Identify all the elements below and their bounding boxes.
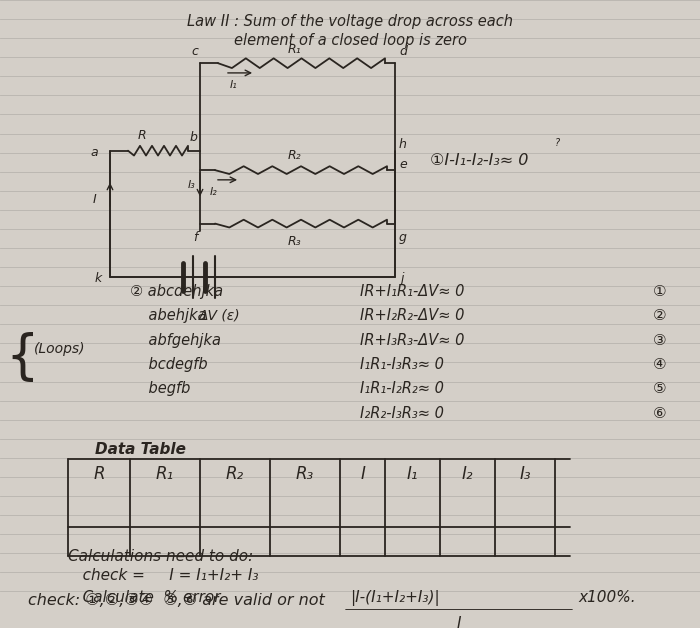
Text: check =     I = I₁+I₂+ I₃: check = I = I₁+I₂+ I₃	[68, 568, 258, 583]
Text: c: c	[191, 45, 198, 58]
Text: I: I	[360, 465, 365, 484]
Text: R₂: R₂	[288, 149, 301, 162]
Text: Calculate  % error: Calculate % error	[68, 590, 220, 605]
Text: ②: ②	[653, 308, 667, 323]
Text: R₁: R₁	[288, 43, 301, 56]
Text: R: R	[93, 465, 105, 484]
Text: I₁R₁-I₂R₂≈ 0: I₁R₁-I₂R₂≈ 0	[360, 381, 444, 396]
Text: bcdegfb: bcdegfb	[130, 357, 208, 372]
Text: I: I	[456, 615, 461, 628]
Text: IR+I₁R₁-ΔV≈ 0: IR+I₁R₁-ΔV≈ 0	[360, 284, 464, 299]
Text: I₃: I₃	[519, 465, 531, 484]
Text: R₁: R₁	[156, 465, 174, 484]
Text: check: ①,②,③④  ⑤,⑥ are valid or not: check: ①,②,③④ ⑤,⑥ are valid or not	[28, 593, 325, 609]
Text: ④: ④	[653, 357, 667, 372]
Text: ①: ①	[653, 284, 667, 299]
Text: ⑤: ⑤	[653, 381, 667, 396]
Text: R₃: R₃	[296, 465, 314, 484]
Text: I₂: I₂	[462, 465, 473, 484]
Text: e: e	[399, 158, 407, 171]
Text: I: I	[92, 193, 96, 206]
Text: element of a closed loop is zero: element of a closed loop is zero	[234, 33, 466, 48]
Text: ①I-I₁-I₂-I₃≈ 0: ①I-I₁-I₂-I₃≈ 0	[430, 153, 528, 168]
Text: I₂: I₂	[210, 187, 218, 197]
Text: Data Table: Data Table	[95, 441, 186, 457]
Text: I₁: I₁	[230, 80, 238, 90]
Text: R: R	[138, 129, 146, 142]
Text: I₁R₁-I₃R₃≈ 0: I₁R₁-I₃R₃≈ 0	[360, 357, 444, 372]
Text: (Loops): (Loops)	[34, 342, 85, 355]
Text: ΔV (ε): ΔV (ε)	[199, 309, 241, 323]
Text: Law II : Sum of the voltage drop across each: Law II : Sum of the voltage drop across …	[187, 14, 513, 29]
Text: k: k	[94, 273, 102, 286]
Text: h: h	[399, 138, 407, 151]
Text: x100%.: x100%.	[578, 590, 636, 605]
Text: IR+I₃R₃-ΔV≈ 0: IR+I₃R₃-ΔV≈ 0	[360, 333, 464, 348]
Text: b: b	[189, 131, 197, 144]
Text: a: a	[90, 146, 98, 159]
Text: ?: ?	[555, 138, 560, 148]
Text: d: d	[399, 45, 407, 58]
Text: {: {	[5, 332, 38, 384]
Text: ⑥: ⑥	[653, 406, 667, 421]
Text: ③: ③	[653, 333, 667, 348]
Text: begfb: begfb	[130, 381, 190, 396]
Text: abehjka: abehjka	[130, 308, 206, 323]
Text: R₂: R₂	[226, 465, 244, 484]
Text: |I-(I₁+I₂+I₃)|: |I-(I₁+I₂+I₃)|	[350, 590, 440, 606]
Text: Calculations need to do:: Calculations need to do:	[68, 548, 253, 563]
Text: abfgehjka: abfgehjka	[130, 333, 221, 348]
Text: R₃: R₃	[288, 235, 301, 247]
Text: IR+I₂R₂-ΔV≈ 0: IR+I₂R₂-ΔV≈ 0	[360, 308, 464, 323]
Text: g: g	[399, 230, 407, 244]
Text: I₁: I₁	[407, 465, 419, 484]
Text: ② abcdehjka: ② abcdehjka	[130, 284, 223, 299]
Text: I₂R₂-I₃R₃≈ 0: I₂R₂-I₃R₃≈ 0	[360, 406, 444, 421]
Text: I₃: I₃	[188, 180, 195, 190]
Text: j: j	[400, 273, 403, 286]
Text: f: f	[194, 230, 198, 244]
